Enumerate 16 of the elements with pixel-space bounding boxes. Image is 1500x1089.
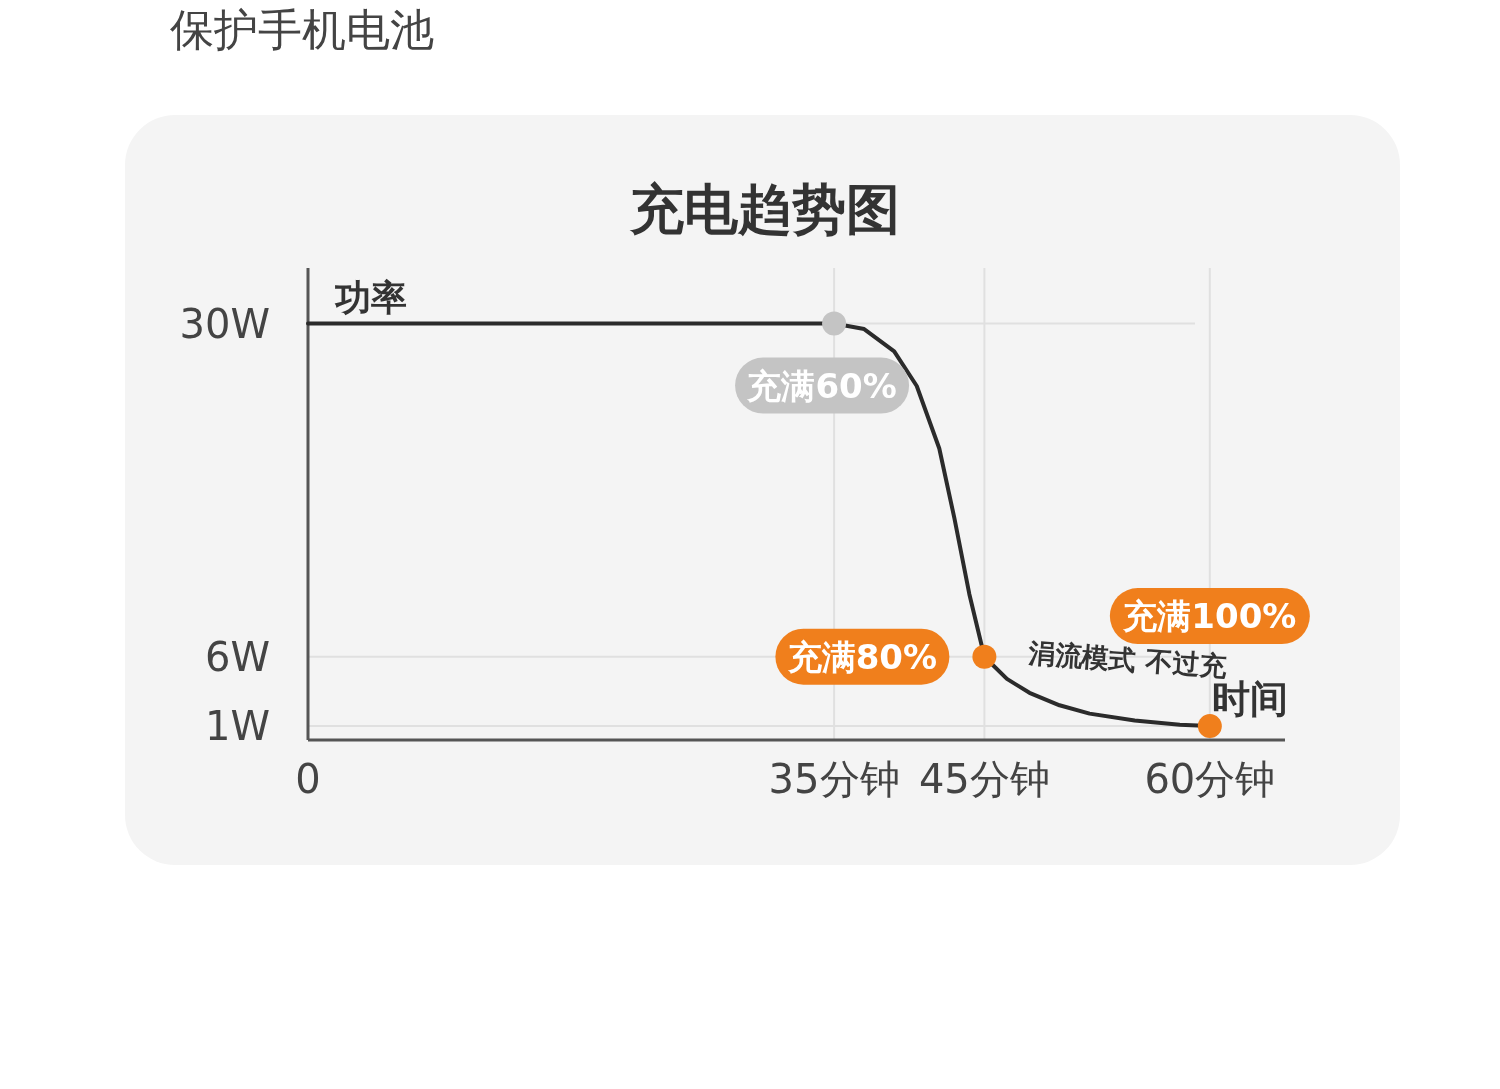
y-axis-title: 功率 [334, 277, 407, 318]
y-tick-label: 30W [179, 300, 270, 347]
point [822, 311, 847, 336]
point [972, 644, 997, 669]
annotation: 涓流模式 不过充 [1026, 637, 1229, 683]
x-tick-label: 60分钟 [1144, 756, 1276, 802]
chart-title: 充电趋势图 [629, 178, 900, 241]
x-tick-label: 45分钟 [918, 756, 1050, 802]
y-tick-label: 6W [205, 633, 270, 680]
y-tick-label: 1W [205, 703, 270, 750]
annotation: 充满80% [786, 636, 938, 677]
x-tick-label: 0 [295, 756, 321, 802]
text: 保护手机电池 [170, 4, 434, 55]
annotation: 充满60% [746, 365, 897, 406]
annotation: 充满100% [1122, 596, 1297, 637]
x-tick-label: 35分钟 [768, 756, 900, 802]
